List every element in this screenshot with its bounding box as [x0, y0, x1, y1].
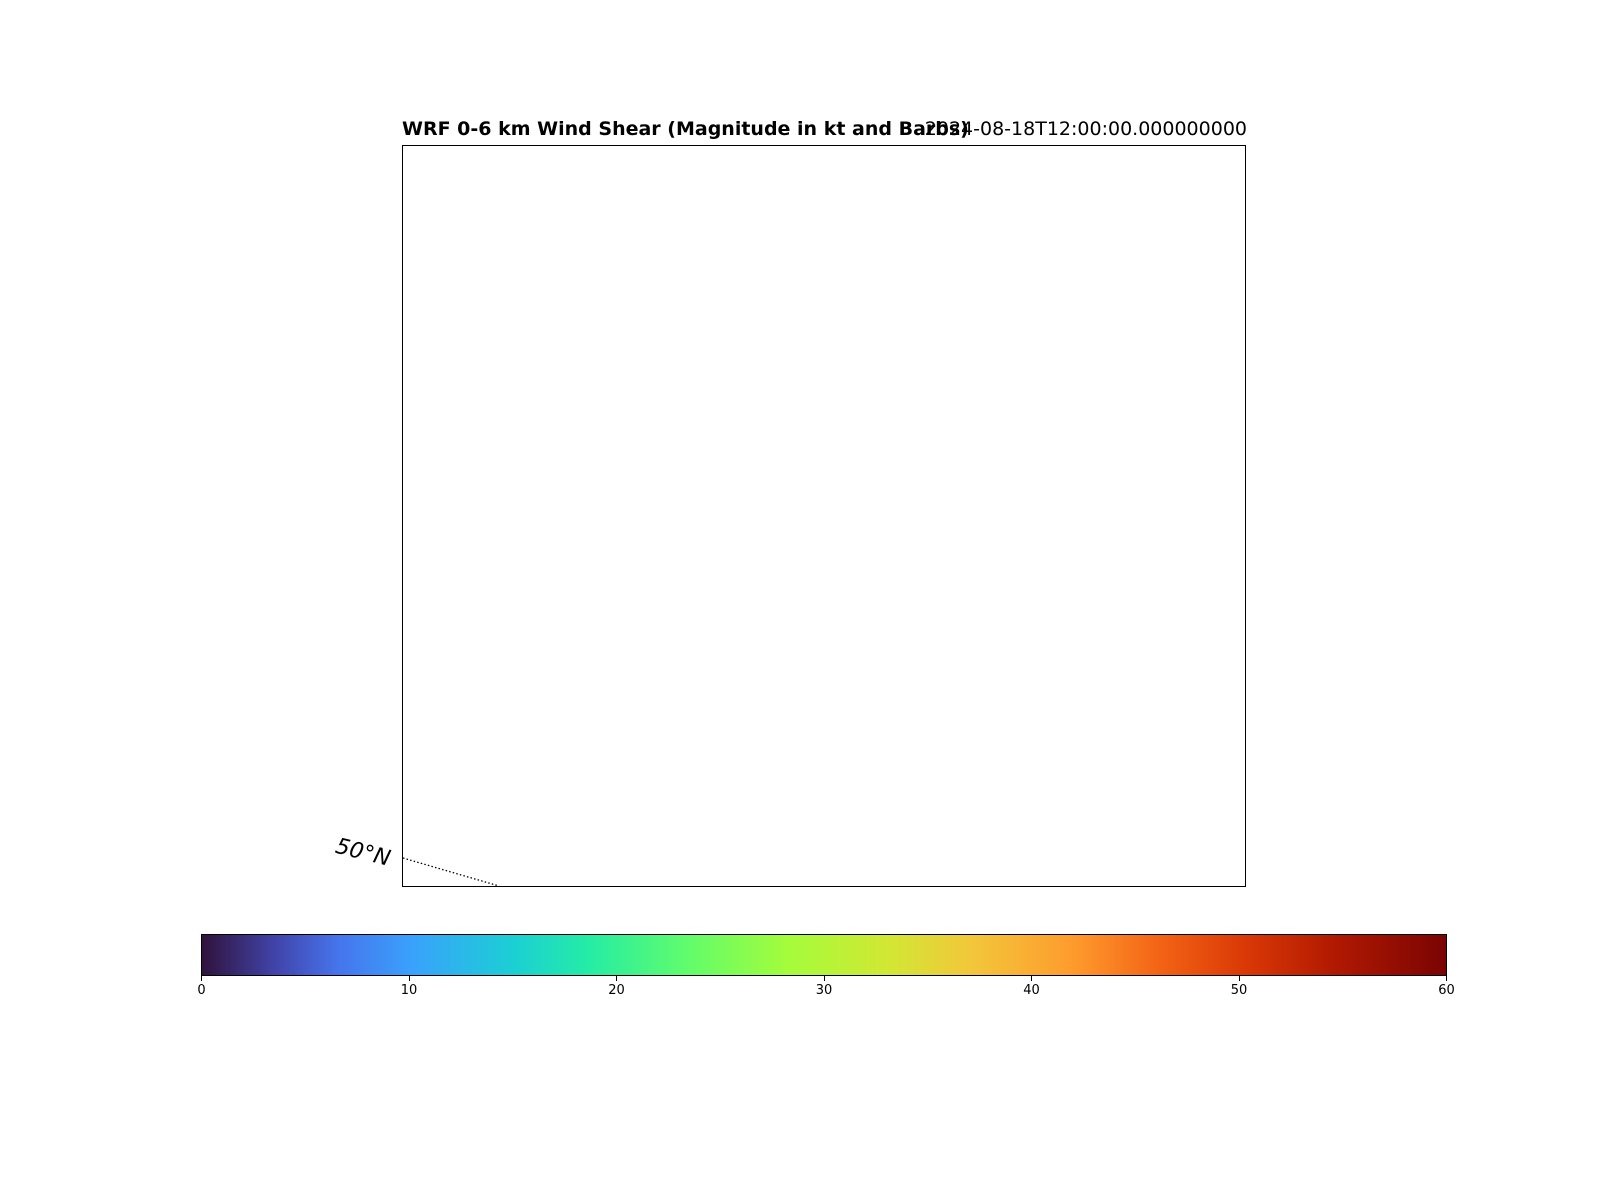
map-timestamp: 2024-08-18T12:00:00.000000000	[924, 118, 1247, 140]
colorbar-tick	[823, 976, 825, 981]
colorbar	[201, 934, 1447, 976]
colorbar-tick	[616, 976, 617, 981]
colorbar-tick	[408, 976, 410, 981]
colorbar-tick	[1031, 976, 1032, 981]
colorbar-tick-label: 60	[1438, 983, 1455, 998]
map-frame	[402, 145, 1246, 887]
map-title: WRF 0-6 km Wind Shear (Magnitude in kt a…	[402, 118, 969, 140]
colorbar-tick-label: 50	[1230, 983, 1248, 998]
colorbar-tick	[1238, 976, 1240, 981]
colorbar-tick	[201, 976, 202, 981]
colorbar-tick-label: 10	[400, 983, 418, 998]
colorbar-tick	[1446, 976, 1447, 981]
colorbar-tick-label: 40	[1023, 983, 1040, 998]
colorbar-tick-label: 20	[608, 983, 625, 998]
colorbar-tick-label: 30	[815, 983, 833, 998]
colorbar-tick-label: 0	[197, 983, 206, 998]
latitude-label-50n: 50°N	[332, 834, 393, 872]
